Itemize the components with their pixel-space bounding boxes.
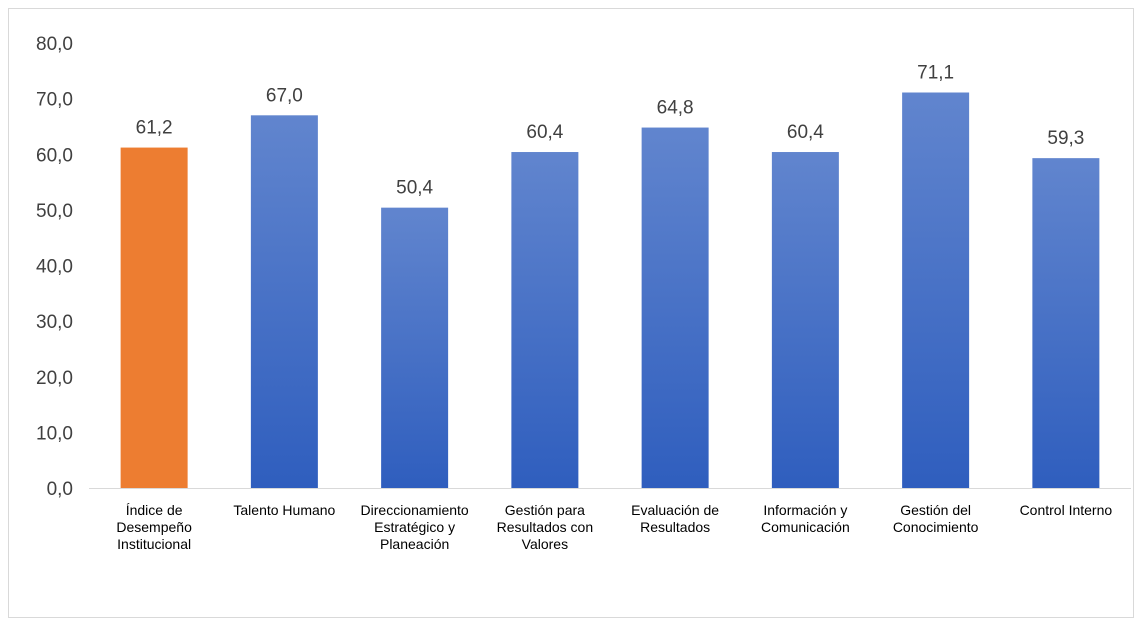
- data-label: 59,3: [1047, 128, 1084, 149]
- bar: [381, 207, 449, 488]
- x-tick-label: Información y Comunicación: [761, 502, 850, 535]
- x-tick-label-line: Información y: [763, 502, 847, 518]
- x-tick-label: Talento Humano: [233, 502, 335, 518]
- x-tick-label: Evaluación de Resultados: [631, 502, 719, 535]
- bar-chart: 0,0 10,0 20,0 30,0 40,0 50,0 60,0 70,0 80,0 61,2…: [36, 34, 1131, 552]
- y-tick-label: 40,0: [36, 257, 73, 278]
- x-tick-label-line: Talento Humano: [233, 502, 335, 518]
- x-tick-label-line: Resultados con: [497, 519, 594, 535]
- data-label: 61,2: [136, 118, 173, 139]
- x-tick-label-line: Direccionamiento: [361, 502, 469, 518]
- x-tick-label-line: Evaluación de: [631, 502, 719, 518]
- x-tick-label-line: Estratégico y: [374, 519, 455, 535]
- y-tick-label: 10,0: [36, 423, 73, 444]
- data-label: 60,4: [787, 122, 824, 143]
- y-tick-label: 60,0: [36, 145, 73, 166]
- bar: [771, 152, 839, 488]
- x-tick-label-line: Institucional: [117, 536, 191, 552]
- x-tick-label: Gestión del Conocimiento: [893, 502, 979, 535]
- x-tick-label: Control Interno: [1020, 502, 1113, 518]
- x-tick-label: Direccionamiento Estratégico y Planeación: [361, 502, 469, 552]
- x-axis: Índice de Desempeño Institucional Talento H…: [116, 502, 1112, 552]
- x-tick-label-line: Desempeño: [116, 519, 192, 535]
- bar: [902, 92, 970, 488]
- x-tick-label-line: Gestión del: [900, 502, 971, 518]
- data-label: 71,1: [917, 63, 954, 84]
- chart-frame: 0,0 10,0 20,0 30,0 40,0 50,0 60,0 70,0 80,0 61,2…: [8, 8, 1134, 618]
- bar: [120, 147, 188, 488]
- y-tick-label: 20,0: [36, 368, 73, 389]
- bar: [250, 115, 318, 488]
- y-tick-label: 80,0: [36, 34, 73, 55]
- data-label: 60,4: [526, 122, 563, 143]
- x-tick-label-line: Gestión para: [505, 502, 585, 518]
- x-tick-label-line: Planeación: [380, 536, 449, 552]
- x-tick-label-line: Índice de: [126, 502, 183, 518]
- x-tick-label-line: Conocimiento: [893, 519, 979, 535]
- data-label: 67,0: [266, 85, 303, 106]
- y-axis: 0,0 10,0 20,0 30,0 40,0 50,0 60,0 70,0 80,0: [36, 34, 73, 500]
- bar: [641, 127, 709, 489]
- bar: [511, 152, 579, 488]
- x-tick-label-line: Resultados: [640, 519, 710, 535]
- y-tick-label: 0,0: [47, 479, 73, 500]
- y-tick-label: 30,0: [36, 312, 73, 333]
- data-label: 50,4: [396, 178, 433, 199]
- data-label: 64,8: [657, 98, 694, 119]
- y-tick-label: 50,0: [36, 201, 73, 222]
- bars: [120, 92, 1100, 489]
- x-tick-label-line: Comunicación: [761, 519, 850, 535]
- x-tick-label-line: Control Interno: [1020, 502, 1113, 518]
- x-tick-label: Gestión para Resultados con Valores: [497, 502, 594, 552]
- x-tick-label-line: Valores: [522, 536, 568, 552]
- data-labels: 61,2 67,0 50,4 60,4 64,8 60,4 71,1 59,3: [136, 63, 1085, 199]
- bar: [1032, 158, 1100, 489]
- y-tick-label: 70,0: [36, 90, 73, 111]
- x-tick-label: Índice de Desempeño Institucional: [116, 502, 192, 552]
